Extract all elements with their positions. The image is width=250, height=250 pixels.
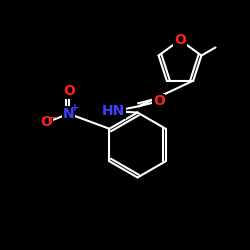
Text: O: O bbox=[63, 84, 75, 98]
Text: HN: HN bbox=[102, 104, 126, 118]
Text: −: − bbox=[48, 113, 58, 123]
Text: O: O bbox=[174, 33, 186, 47]
Text: O: O bbox=[40, 116, 52, 130]
Text: N: N bbox=[63, 107, 74, 121]
Text: +: + bbox=[71, 103, 79, 113]
Text: O: O bbox=[153, 94, 165, 108]
